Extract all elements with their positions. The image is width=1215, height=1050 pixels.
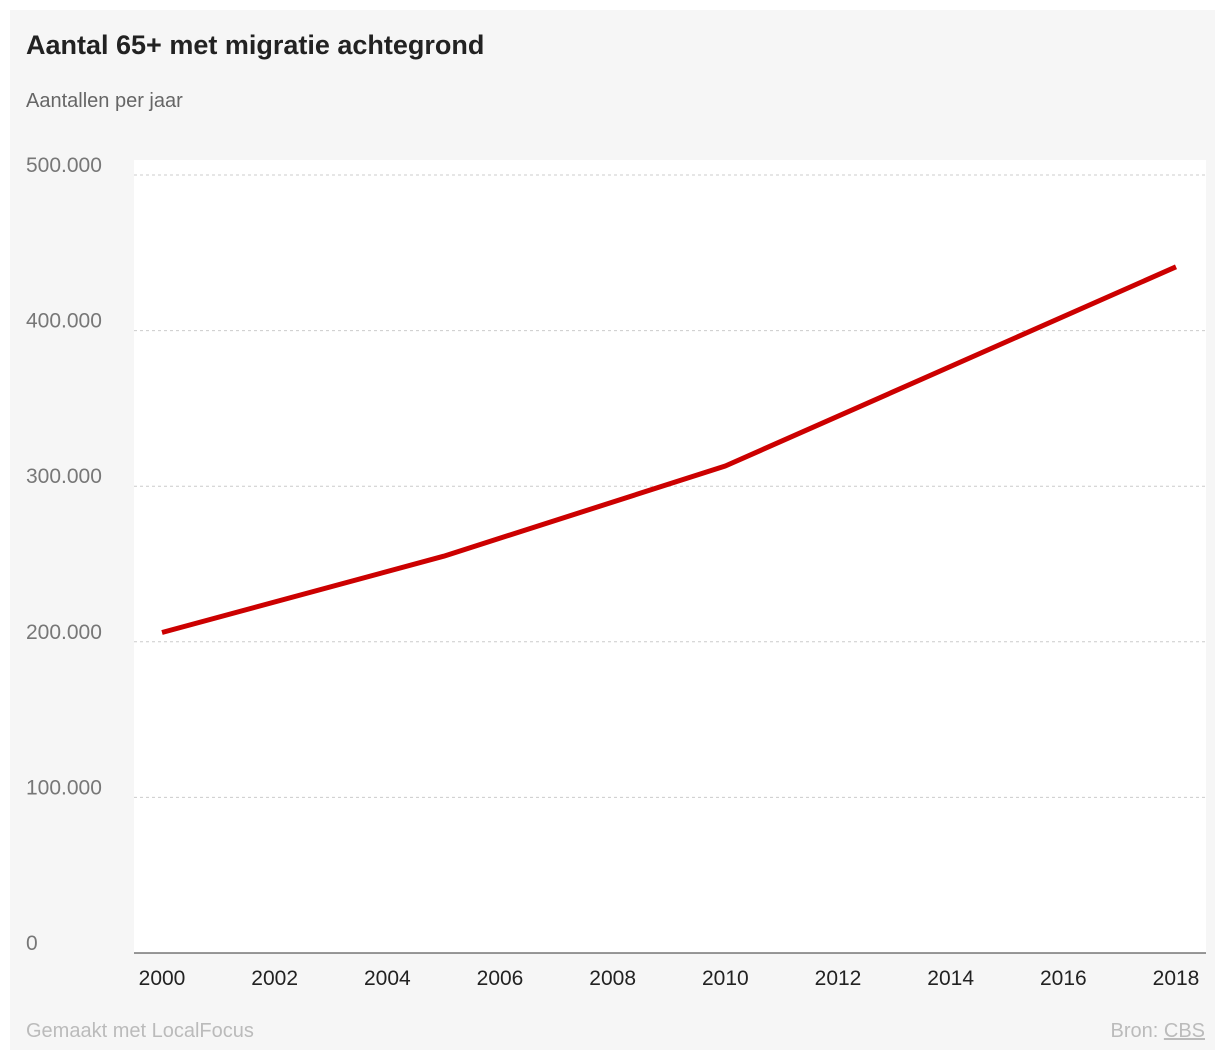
series-group	[161, 264, 1178, 635]
x-tick-label: 2004	[364, 967, 411, 990]
source-label: Bron:	[1110, 1020, 1159, 1042]
x-tick-label: 2012	[815, 967, 862, 990]
x-tick-label: 2016	[1040, 967, 1087, 990]
y-tick-label: 400.000	[26, 310, 102, 333]
source-credit: Bron: CBS	[1111, 1020, 1206, 1043]
chart-card: Aantal 65+ met migratie achtegrond Aanta…	[10, 10, 1215, 1050]
line-chart: 0 100.000 200.000 300.000 400.000 500.000 200…	[26, 154, 1206, 990]
y-tick-label: 200.000	[26, 621, 102, 644]
y-tick-label: 0	[26, 932, 38, 955]
x-tick-label: 2006	[477, 967, 524, 990]
x-tick-label: 2000	[139, 967, 186, 990]
y-axis: 0 100.000 200.000 300.000 400.000 500.000	[26, 154, 102, 955]
x-tick-label: 2018	[1153, 967, 1200, 990]
y-tick-label: 100.000	[26, 776, 102, 799]
y-tick-label: 500.000	[26, 154, 102, 177]
x-tick-label: 2010	[702, 967, 749, 990]
source-link[interactable]: CBS	[1163, 1020, 1205, 1042]
x-tick-label: 2002	[251, 967, 298, 990]
made-with-localfocus: Gemaakt met LocalFocus	[26, 1020, 254, 1042]
x-tick-label: 2014	[927, 967, 974, 990]
x-axis: 2000 2002 2004 2006 2008 2010 2012 2014 2016 2018	[139, 967, 1200, 990]
series-line	[161, 264, 1178, 635]
x-tick-label: 2008	[589, 967, 636, 990]
chart-subtitle: Aantallen per jaar	[26, 90, 183, 112]
y-tick-label: 300.000	[26, 465, 102, 488]
plot-area	[134, 160, 1206, 953]
chart-title: Aantal 65+ met migratie achtegrond	[26, 30, 485, 60]
